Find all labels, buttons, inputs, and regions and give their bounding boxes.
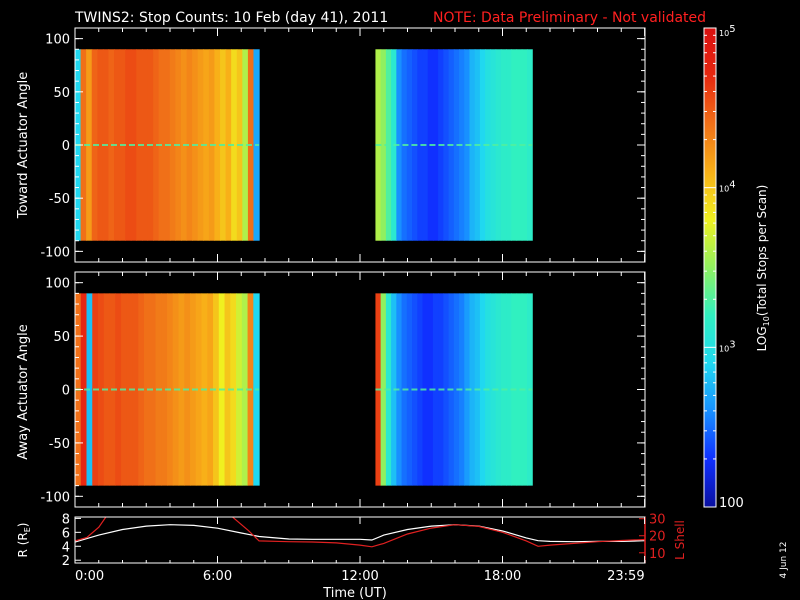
away-ytick-label: -50: [49, 437, 70, 452]
r-axis-label: R (RE): [16, 523, 32, 558]
away-panel: 100 50 0 -50 -100: [40, 271, 646, 508]
colorbar-label-tail: (Total Stops per Scan): [755, 185, 769, 316]
toward-block1-column: [406, 49, 413, 241]
away-block0-column: [241, 293, 249, 486]
toward-ytick-label: 0: [62, 139, 70, 154]
away-block1-column: [432, 293, 439, 486]
toward-ytick-label: 50: [53, 86, 70, 101]
colorbar-label-sub: 10: [762, 316, 771, 326]
toward-block0-column: [242, 49, 249, 241]
toward-block0-column: [197, 49, 204, 241]
colorbar-tick-exp: 5: [729, 24, 735, 35]
toward-block0-column: [125, 49, 132, 241]
toward-block0-column: [214, 49, 221, 241]
toward-block1-column: [417, 49, 424, 241]
toward-block1-column: [506, 49, 512, 241]
lshell-axis-label: L Shell: [673, 520, 687, 560]
orbit-xtick-label: 0:00: [75, 569, 104, 584]
orbit-xtick-label: 18:00: [484, 569, 521, 584]
r-ytick-label: 2: [62, 554, 70, 569]
away-block1-column: [479, 293, 486, 486]
toward-block0-column: [141, 49, 149, 241]
page-title: TWINS2: Stop Counts: 10 Feb (day 41), 20…: [74, 10, 388, 26]
colorbar-tick-base: 10: [719, 344, 729, 353]
lshell-ytick-label: 30: [649, 513, 666, 528]
toward-ytick-label: 100: [45, 33, 70, 48]
preliminary-note: NOTE: Data Preliminary - Not validated: [433, 10, 706, 26]
colorbar-tick-exp: 3: [729, 339, 735, 350]
toward-block1-column: [516, 49, 523, 241]
r-ytick-label: 6: [62, 526, 70, 541]
toward-ylabel: Toward Actuator Angle: [16, 72, 31, 219]
away-block0-column: [115, 293, 122, 486]
colorbar-tick-label: 103: [719, 339, 736, 353]
toward-block1-column: [443, 49, 450, 241]
away-block0-column: [98, 293, 105, 486]
toward-block1-column: [495, 49, 502, 241]
colorbar-fill: [704, 28, 716, 507]
time-axis-label: Time (UT): [322, 586, 387, 600]
r-axis-label-sub: E: [23, 527, 32, 532]
away-ylabel: Away Actuator Angle: [16, 324, 31, 459]
away-block1-column: [495, 293, 502, 486]
r-axis-label-end: ): [16, 523, 30, 528]
toward-block0-column: [186, 49, 193, 241]
r-series-line: [75, 524, 645, 543]
away-block1-column: [417, 293, 424, 486]
toward-panel: 100 50 0 -50 -100: [40, 27, 646, 263]
away-block0-column: [213, 293, 220, 486]
away-block1-column: [506, 293, 512, 486]
toward-ytick-label: -50: [49, 192, 70, 207]
away-block1-column: [443, 293, 450, 486]
lshell-ytick-label: 10: [649, 547, 666, 562]
orbit-xtick-label: 12:00: [341, 569, 378, 584]
colorbar-tick-base: 10: [719, 185, 729, 194]
toward-block0-column: [80, 49, 87, 241]
away-block0-column: [161, 293, 168, 486]
toward-ytick-label: -100: [40, 245, 70, 260]
away-ytick-label: -100: [40, 490, 70, 505]
toward-block1-column: [432, 49, 439, 241]
away-block0-column: [224, 293, 231, 486]
away-block1-column: [469, 293, 476, 486]
toward-block1-column: [380, 49, 387, 241]
toward-block1-column: [469, 49, 476, 241]
colorbar-tick-base: 10: [719, 29, 729, 38]
away-block0-column: [80, 293, 88, 486]
orbit-xtick-label: 6:00: [203, 569, 232, 584]
away-ytick-label: 0: [62, 384, 70, 399]
away-block0-column: [178, 293, 185, 486]
r-axis-label-main: R (R: [16, 532, 30, 557]
colorbar-label-main: LOG: [755, 326, 769, 351]
away-block1-column: [516, 293, 523, 486]
colorbar-label: LOG10(Total Stops per Scan): [755, 185, 771, 352]
away-block1-column: [380, 293, 387, 486]
away-ytick-label: 100: [45, 277, 70, 292]
away-block0-column: [132, 293, 139, 486]
lshell-series-line: [75, 517, 645, 548]
colorbar-tick-exp: 4: [729, 180, 735, 191]
toward-block0-column: [169, 49, 176, 241]
colorbar-tick-base: 100: [719, 496, 744, 511]
r-ytick-label: 8: [62, 512, 70, 527]
away-block0-column: [195, 293, 203, 486]
lshell-ytick-label: 20: [649, 530, 666, 545]
colorbar-tick-label: 100: [719, 496, 744, 511]
toward-block1-column: [479, 49, 486, 241]
orbit-xtick-label: 23:59: [607, 569, 644, 584]
date-stamp: 4 Jun 12: [779, 542, 789, 579]
colorbar-tick-label: 105: [719, 24, 736, 38]
colorbar-tick-label: 104: [719, 180, 736, 194]
toward-block0-column: [231, 49, 238, 241]
toward-block0-column: [114, 49, 121, 241]
away-ytick-label: 50: [53, 330, 70, 345]
away-block1-column: [406, 293, 413, 486]
r-ytick-label: 4: [62, 540, 70, 555]
toward-block0-column: [97, 49, 104, 241]
